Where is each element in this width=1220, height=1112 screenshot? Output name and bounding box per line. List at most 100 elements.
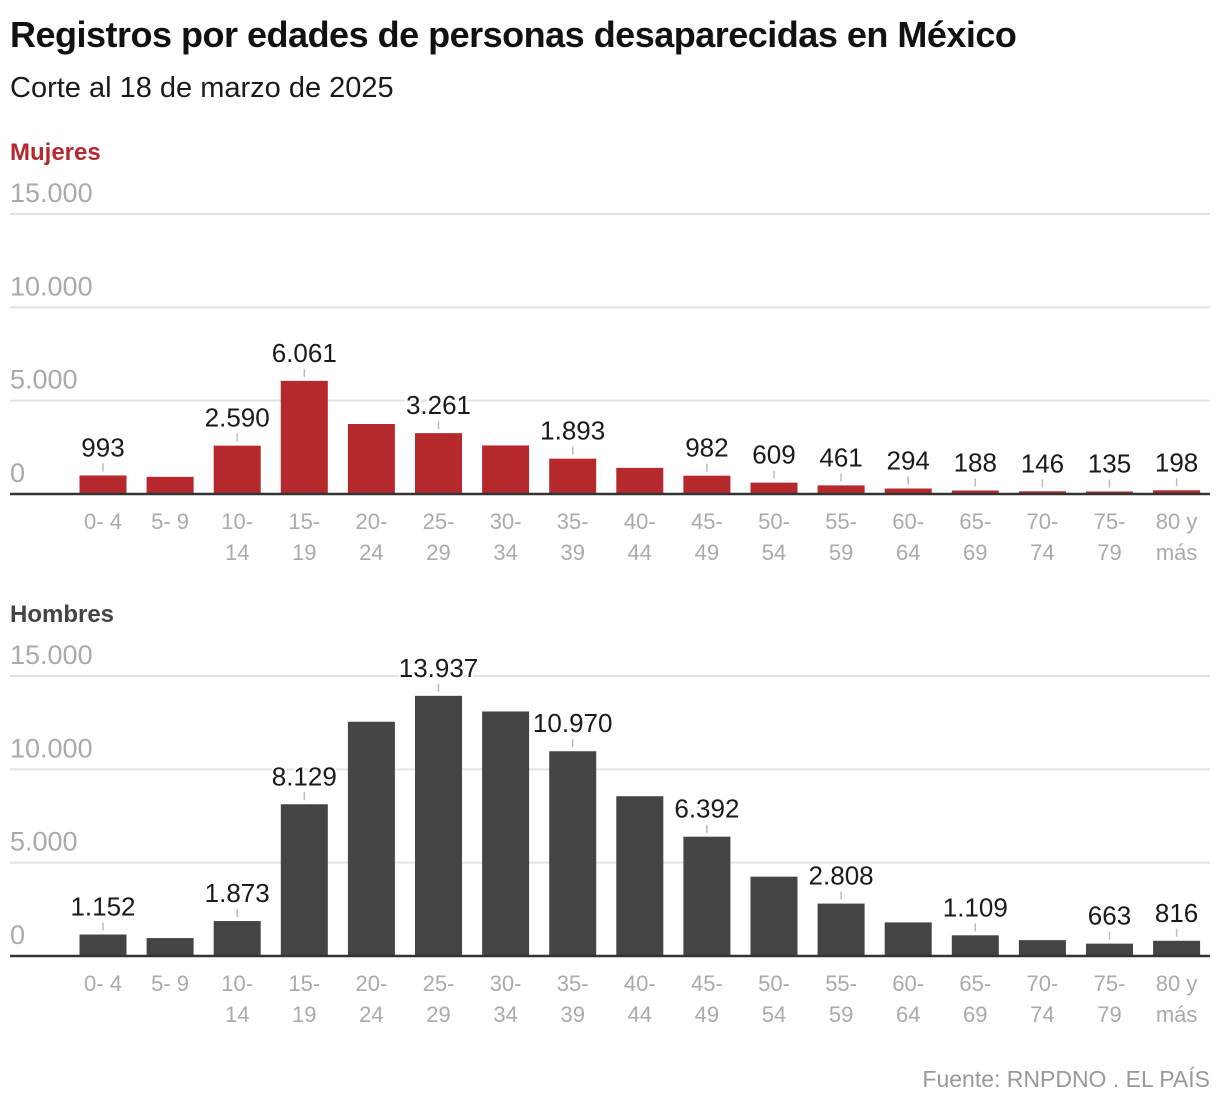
x-tick-label: 20- <box>356 509 388 534</box>
bar <box>683 836 731 956</box>
x-tick-label: 65- <box>959 509 991 534</box>
x-tick-label: 5- 9 <box>151 509 189 534</box>
x-tick-label: 54 <box>762 1002 786 1027</box>
x-tick-label: 25- <box>423 971 455 996</box>
bar <box>146 938 194 956</box>
x-tick-label: 79 <box>1097 540 1121 565</box>
x-tick-label: 35- <box>557 971 589 996</box>
bar <box>79 934 127 956</box>
chart-subtitle: Corte al 18 de marzo de 2025 <box>10 72 394 104</box>
bar <box>951 490 999 494</box>
x-tick-label: 40- <box>624 971 656 996</box>
x-tick-label: 55- <box>825 971 857 996</box>
x-tick-label: 54 <box>762 540 786 565</box>
panel-title-mujeres: Mujeres <box>10 139 101 166</box>
x-tick-label: 64 <box>896 540 920 565</box>
bar <box>817 485 865 494</box>
x-tick-label: 44 <box>628 540 652 565</box>
x-tick-label: 5- 9 <box>151 971 189 996</box>
data-label: 982 <box>685 433 728 463</box>
data-label: 294 <box>887 446 930 476</box>
data-label: 3.261 <box>406 390 471 420</box>
y-tick-label: 0 <box>10 458 25 488</box>
x-tick-label: 59 <box>829 540 853 565</box>
x-tick-label: 0- 4 <box>84 509 122 534</box>
x-tick-label: 74 <box>1030 540 1054 565</box>
x-tick-label: 14 <box>225 540 249 565</box>
bar <box>213 445 261 494</box>
data-label: 663 <box>1088 901 1131 931</box>
bar <box>79 475 127 494</box>
x-tick-label: 44 <box>628 1002 652 1027</box>
bar <box>347 424 395 494</box>
bar-chart-hombres: 0 5.000 10.000 15.000 1.152 0- 4 5- 9 1.873 10- 1… <box>10 640 1210 1027</box>
data-label: 10.970 <box>533 708 613 738</box>
y-tick-label: 5.000 <box>10 827 78 857</box>
x-tick-label: 75- <box>1094 971 1126 996</box>
y-tick-label: 5.000 <box>10 365 78 395</box>
x-tick-label: 15- <box>288 971 320 996</box>
x-tick-label: 35- <box>557 509 589 534</box>
x-tick-label: 15- <box>288 509 320 534</box>
data-label: 135 <box>1088 448 1131 478</box>
bar <box>213 921 261 956</box>
bar <box>616 467 664 494</box>
x-tick-label: 75- <box>1094 509 1126 534</box>
x-tick-label: 24 <box>359 540 383 565</box>
bar <box>280 804 328 956</box>
bar <box>1153 490 1201 494</box>
x-tick-label: 14 <box>225 1002 249 1027</box>
bar <box>817 903 865 956</box>
bar <box>347 721 395 956</box>
x-tick-label: 65- <box>959 971 991 996</box>
x-tick-label: 25- <box>423 509 455 534</box>
x-tick-label: 79 <box>1097 1002 1121 1027</box>
data-label: 1.893 <box>540 416 605 446</box>
x-tick-label: 30- <box>490 509 522 534</box>
x-tick-label: 49 <box>695 540 719 565</box>
data-label: 993 <box>81 432 124 462</box>
data-label: 6.392 <box>674 794 739 824</box>
chart-title: Registros por edades de personas desapar… <box>10 14 1017 55</box>
x-tick-label: 80 y <box>1156 971 1198 996</box>
x-tick-label: 40- <box>624 509 656 534</box>
bar <box>616 796 664 956</box>
y-tick-label: 10.000 <box>10 733 93 763</box>
bar <box>415 695 462 956</box>
x-tick-label: más <box>1156 1002 1198 1027</box>
x-tick-label: 0- 4 <box>84 971 122 996</box>
x-tick-label: 39 <box>560 540 584 565</box>
bar <box>750 482 798 494</box>
bar <box>683 475 731 494</box>
x-tick-label: 29 <box>426 1002 450 1027</box>
y-tick-label: 10.000 <box>10 271 93 301</box>
bar <box>951 935 999 956</box>
data-label: 1.873 <box>205 878 270 908</box>
x-tick-label: 50- <box>758 509 790 534</box>
bar <box>146 476 194 494</box>
x-tick-label: 70- <box>1027 509 1059 534</box>
data-label: 198 <box>1155 447 1198 477</box>
data-label: 2.808 <box>809 861 874 891</box>
x-tick-label: 69 <box>963 540 987 565</box>
x-tick-label: 19 <box>292 1002 316 1027</box>
bar <box>549 458 597 494</box>
bar <box>1153 940 1201 956</box>
x-tick-label: 60- <box>892 971 924 996</box>
x-tick-label: más <box>1156 540 1198 565</box>
x-tick-label: 10- <box>221 509 253 534</box>
data-label: 816 <box>1155 898 1198 928</box>
bar <box>280 380 328 494</box>
x-tick-label: 50- <box>758 971 790 996</box>
x-tick-label: 45- <box>691 971 723 996</box>
bar <box>415 433 462 494</box>
data-label: 1.152 <box>70 891 135 921</box>
x-tick-label: 29 <box>426 540 450 565</box>
data-label: 461 <box>819 442 862 472</box>
data-label: 8.129 <box>272 761 337 791</box>
x-tick-label: 10- <box>221 971 253 996</box>
y-tick-label: 15.000 <box>10 640 93 670</box>
data-label: 2.590 <box>205 403 270 433</box>
bar <box>750 876 798 956</box>
y-tick-label: 15.000 <box>10 178 93 208</box>
